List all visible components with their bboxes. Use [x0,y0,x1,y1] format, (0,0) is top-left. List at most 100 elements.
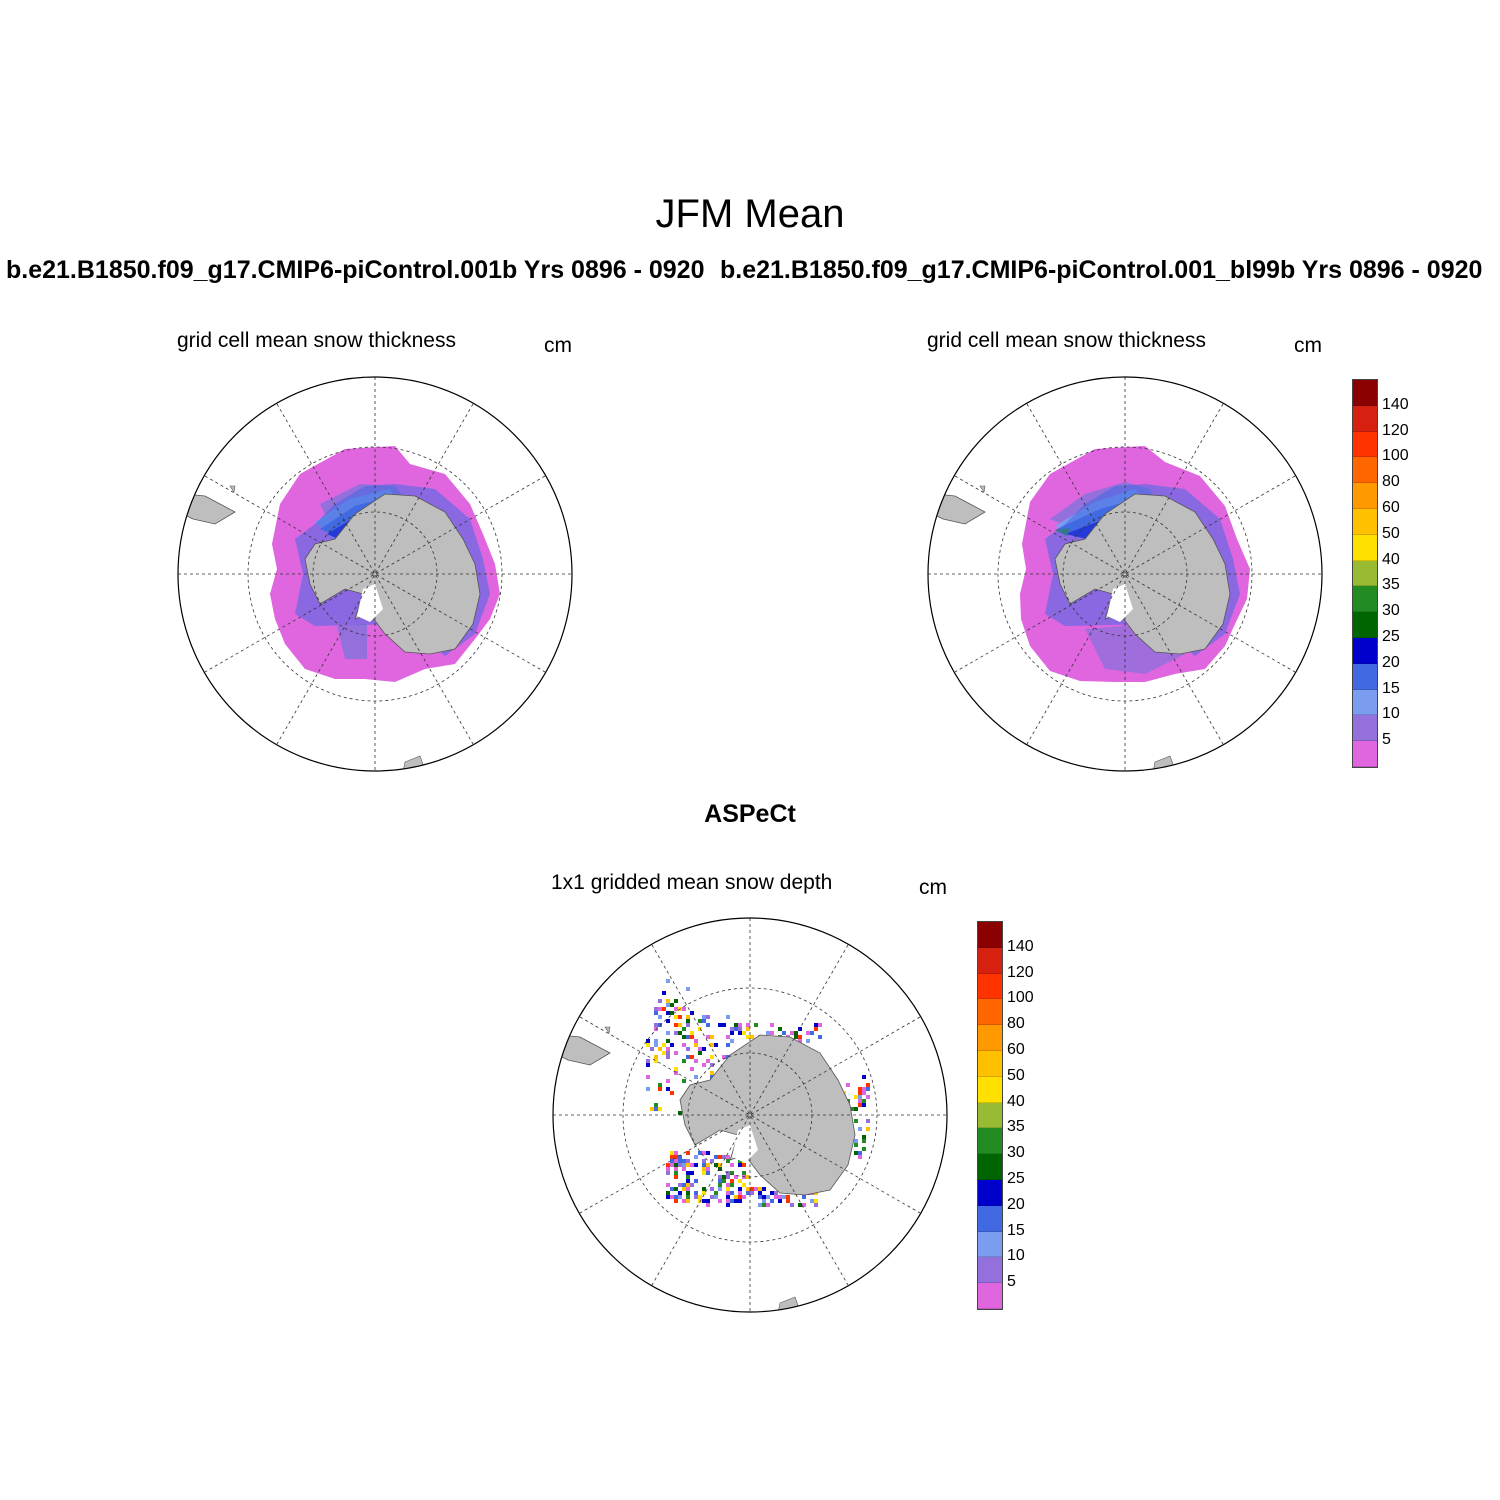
obs-pixel [658,999,662,1003]
obs-pixel [662,1007,666,1011]
obs-pixel [738,1187,742,1191]
obs-pixel [662,1043,666,1047]
obs-pixel [698,1151,702,1155]
obs-pixel [682,1159,686,1163]
obs-pixel [658,1107,662,1111]
obs-pixel [714,1195,718,1199]
obs-pixel [862,1135,866,1139]
obs-pixel [738,1163,742,1167]
obs-pixel [726,1043,730,1047]
obs-pixel [666,1011,670,1015]
obs-panel-field-title: 1x1 gridded mean snow depth [551,871,833,894]
obs-pixel [686,1055,690,1059]
obs-pixel [858,1095,862,1099]
obs-pixel [730,1039,734,1043]
colorbar-label: 20 [1382,653,1400,671]
obs-pixel [658,1083,662,1087]
obs-pixel [726,1183,730,1187]
colorbar-label: 15 [1007,1221,1025,1239]
obs-pixel [670,1159,674,1163]
obs-pixel [746,1027,750,1031]
obs-pixel [742,1163,746,1167]
obs-pixel [674,1051,678,1055]
obs-pixel [762,1199,766,1203]
colorbar-box [978,1076,1002,1103]
obs-pixel [650,1107,654,1111]
obs-pixel [774,1195,778,1199]
obs-pixel [770,1023,774,1027]
obs-pixel [810,1031,814,1035]
antarctica-land [1054,493,1231,655]
obs-pixel [794,1031,798,1035]
obs-pixel [702,1151,706,1155]
obs-pixel [706,1163,710,1167]
obs-pixel [666,1163,670,1167]
obs-pixel [858,1155,862,1159]
obs-pixel [706,1023,710,1027]
obs-pixel [694,1043,698,1047]
obs-pixel [730,1191,734,1195]
obs-pixel [742,1195,746,1199]
colorbar-box [978,1050,1002,1077]
obs-pixel [666,1195,670,1199]
obs-pixel [670,1091,674,1095]
obs-pixel [650,1047,654,1051]
obs-pixel [738,1179,742,1183]
obs-pixel [674,1159,678,1163]
obs-pixel [750,1035,754,1039]
obs-pixel [666,1055,670,1059]
obs-pixel [746,1035,750,1039]
obs-pixel [702,1187,706,1191]
obs-pixel [694,1179,698,1183]
obs-pixel [702,1199,706,1203]
obs-pixel [762,1187,766,1191]
obs-pixel [766,1203,770,1207]
obs-pixel [798,1035,802,1039]
obs-pixel [678,1111,682,1115]
obs-pixel [646,1043,650,1047]
colorbar-box [978,1025,1002,1051]
obs-pixel [694,1075,698,1079]
obs-pixel [674,1167,678,1171]
obs-pixel [686,1171,690,1175]
colorbar-box [978,1283,1002,1309]
obs-pixel [674,1007,678,1011]
obs-pixel [742,1171,746,1175]
obs-pixel [666,1039,670,1043]
colorbar-box [1353,637,1377,664]
obs-pixel [690,1067,694,1071]
obs-pixel [646,1063,650,1067]
obs-pixel [674,1187,678,1191]
obs-polar-map [552,917,948,1313]
obs-pixel [682,1079,686,1083]
obs-pixel [730,1031,734,1035]
obs-pixel [862,1087,866,1091]
colorbar-box [978,1102,1002,1129]
obs-pixel [678,1159,682,1163]
obs-pixel [730,1027,734,1031]
obs-pixel [678,1031,682,1035]
obs-pixel [754,1023,758,1027]
left-case-title: b.e21.B1850.f09_g17.CMIP6-piControl.001b… [6,256,705,284]
obs-pixel [862,1139,866,1143]
colorbar-box [978,1154,1002,1180]
graticule [928,377,1322,771]
obs-pixel [666,1191,670,1195]
colorbar-label: 120 [1382,421,1409,439]
obs-pixel [654,1039,658,1043]
colorbar-label: 140 [1007,937,1034,955]
obs-pixel [846,1083,850,1087]
obs-pixel [678,1195,682,1199]
obs-pixel [654,1043,658,1047]
graticule [553,918,947,1312]
obs-pixel [734,1027,738,1031]
obs-pixel [670,1163,674,1167]
obs-pixel [686,1015,690,1019]
obs-pixel [698,1051,702,1055]
obs-pixel [670,1187,674,1191]
colorbar-box [978,1128,1002,1155]
colorbar-label: 100 [1382,447,1409,465]
colorbar-label: 10 [1007,1247,1025,1265]
colorbar-label: 35 [1007,1118,1025,1136]
right-panel-units: cm [1294,334,1322,357]
